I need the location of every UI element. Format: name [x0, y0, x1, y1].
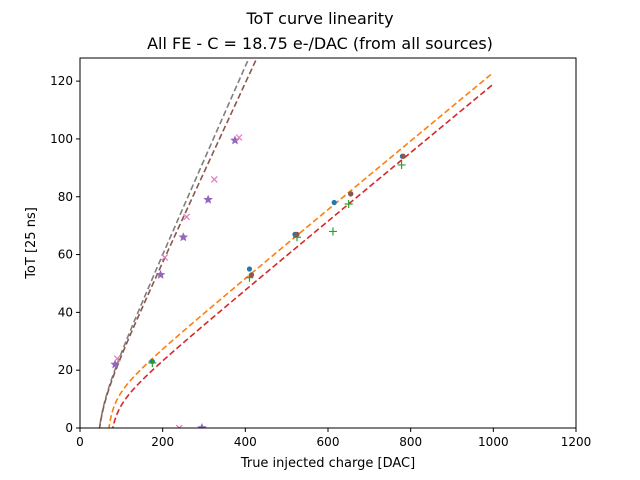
- y-tick-label: 60: [58, 248, 73, 262]
- data-point: [203, 194, 213, 204]
- data-point: [344, 199, 353, 208]
- data-point: [328, 227, 337, 236]
- data-point: [397, 160, 406, 169]
- data-point: [248, 272, 255, 278]
- y-tick-label: 80: [58, 190, 73, 204]
- fit-curve: [98, 58, 258, 428]
- x-tick-label: 1200: [561, 435, 592, 449]
- data-point: [148, 358, 157, 367]
- data-point: [400, 153, 406, 159]
- data-point: [331, 199, 337, 206]
- y-axis-label: ToT [25 ns]: [24, 207, 39, 280]
- data-point: [110, 359, 120, 369]
- data-point: [178, 232, 189, 242]
- data-point: [175, 424, 183, 428]
- data-point: [113, 355, 121, 363]
- fit-curves: [98, 58, 494, 428]
- y-axis-ticks: 0 20 40 60 80 100 120: [50, 74, 80, 435]
- y-tick-label: 100: [50, 132, 73, 146]
- fit-curve: [108, 71, 494, 428]
- x-tick-label: 600: [317, 435, 340, 449]
- data-point: [155, 269, 166, 279]
- y-tick-label: 120: [50, 74, 73, 88]
- x-tick-label: 200: [151, 435, 174, 449]
- y-tick-label: 40: [58, 305, 73, 319]
- x-axis-label: True injected charge [DAC]: [240, 456, 415, 471]
- data-point: [197, 423, 207, 428]
- x-tick-label: 1000: [478, 435, 509, 449]
- chart-subtitle: All FE - C = 18.75 e-/DAC (from all sour…: [147, 34, 493, 53]
- data-point: [246, 266, 253, 272]
- y-tick-label: 20: [58, 363, 73, 377]
- data-point: [294, 231, 300, 237]
- data-point: [183, 213, 191, 221]
- x-tick-label: 800: [399, 435, 422, 449]
- data-point: [348, 191, 354, 197]
- x-tick-label: 0: [76, 435, 84, 449]
- data-point: [161, 254, 169, 261]
- chart-title: ToT curve linearity: [245, 9, 393, 28]
- data-points: [110, 134, 406, 428]
- x-tick-label: 400: [234, 435, 257, 449]
- data-point: [210, 175, 218, 183]
- x-axis-ticks: 0 200 400 600 800 1000 1200: [76, 428, 591, 449]
- fit-curve: [98, 58, 250, 428]
- data-point: [230, 135, 240, 145]
- data-point: [235, 134, 243, 141]
- fit-curve: [111, 83, 494, 428]
- y-tick-label: 0: [65, 421, 73, 435]
